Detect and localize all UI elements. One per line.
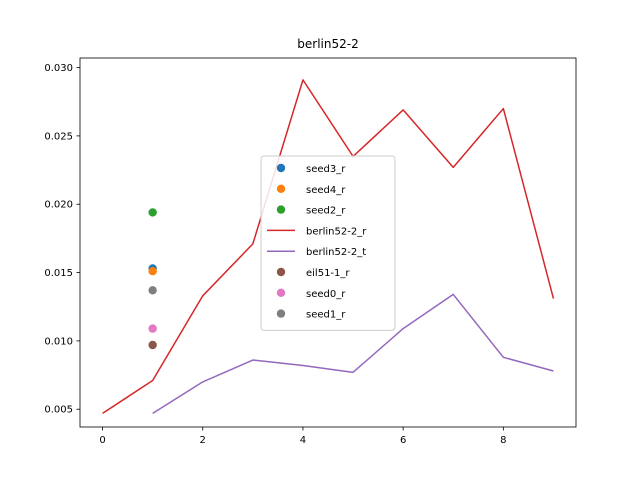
legend-swatch-seed2-r bbox=[276, 205, 286, 214]
legend-label-eil51-1-r: eil51-1_r bbox=[306, 268, 350, 279]
axis-ticks: 0 2 4 6 8 0.005 0.010 0.015 0.020 0.025 0.030 bbox=[44, 63, 506, 446]
legend-box bbox=[260, 155, 396, 331]
series-line-berlin52-2-t bbox=[152, 293, 554, 414]
axes-frame bbox=[79, 57, 577, 428]
legend: seed3_r seed4_r seed2_r berlin52-2_r berlin5… bbox=[260, 155, 396, 331]
y-tick-label: 0.025 bbox=[44, 131, 73, 142]
y-tick-label: 0.030 bbox=[44, 63, 73, 74]
series-point-seed4-r bbox=[148, 267, 157, 276]
series-point-seed0-r bbox=[148, 324, 157, 333]
series-line-berlin52-2-r bbox=[102, 79, 555, 414]
series-point-seed2-r bbox=[148, 208, 157, 217]
x-tick-label: 4 bbox=[300, 435, 306, 446]
legend-label-seed2-r: seed2_r bbox=[306, 206, 346, 217]
legend-label-seed0-r: seed0_r bbox=[306, 289, 346, 300]
legend-swatch-eil51-1-r bbox=[276, 267, 286, 277]
x-tick-label: 2 bbox=[200, 435, 206, 446]
x-tick-label: 8 bbox=[500, 435, 506, 446]
legend-label-seed3-r: seed3_r bbox=[306, 164, 346, 175]
legend-swatch-seed0-r bbox=[276, 288, 286, 297]
x-tick-label: 6 bbox=[400, 435, 406, 446]
legend-swatch-seed4-r bbox=[276, 184, 286, 193]
legend-swatch-seed3-r bbox=[276, 163, 286, 173]
y-tick-label: 0.005 bbox=[44, 405, 73, 416]
plot-area bbox=[102, 79, 555, 414]
chart-title: berlin52-2 bbox=[297, 37, 358, 51]
series-point-eil51-1-r bbox=[148, 340, 157, 350]
legend-label-seed4-r: seed4_r bbox=[306, 185, 346, 196]
y-tick-label: 0.020 bbox=[44, 200, 73, 211]
legend-label-berlin52-2-t: berlin52-2_t bbox=[306, 247, 366, 258]
y-tick-label: 0.010 bbox=[44, 336, 73, 347]
x-tick-label: 0 bbox=[99, 435, 105, 446]
y-tick-label: 0.015 bbox=[44, 268, 73, 279]
legend-label-seed1-r: seed1_r bbox=[306, 310, 346, 321]
legend-label-berlin52-2-r: berlin52-2_r bbox=[306, 226, 367, 237]
legend-swatch-seed1-r bbox=[276, 309, 286, 318]
series-point-seed1-r bbox=[148, 286, 157, 295]
